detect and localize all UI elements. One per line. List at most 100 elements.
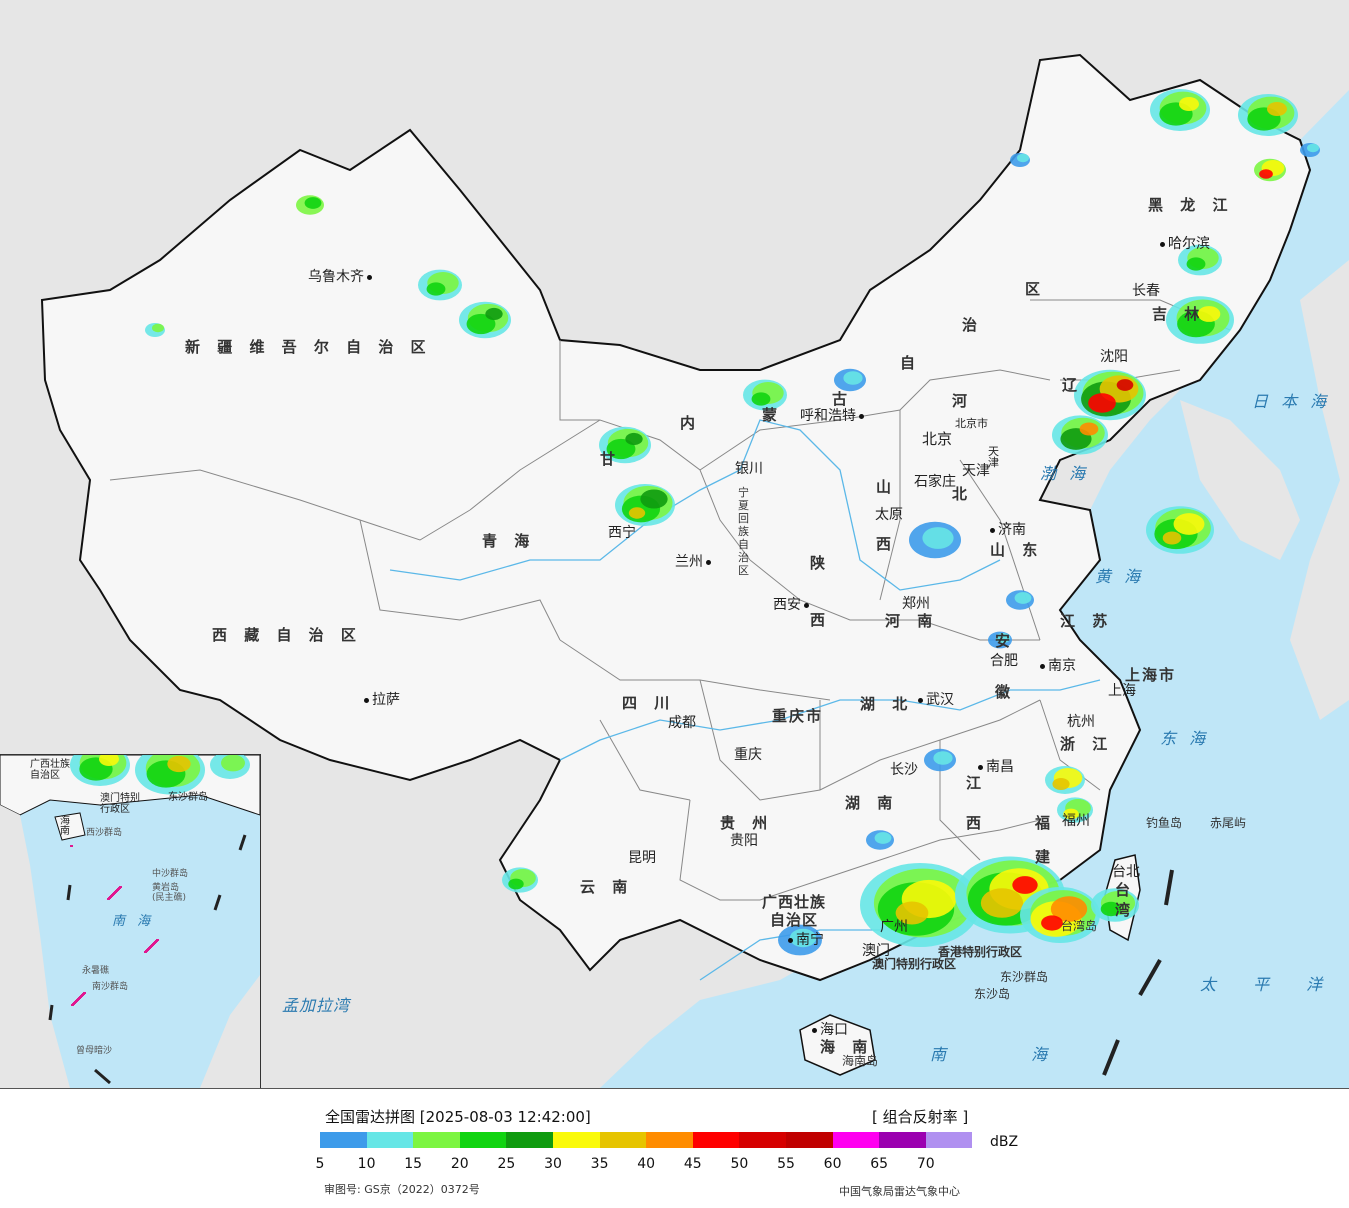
city-jinan: 济南 bbox=[990, 523, 1026, 537]
radar-echo-cell bbox=[1088, 393, 1116, 413]
radar-echo-cell bbox=[843, 371, 863, 385]
label-jiangxi-xi: 西 bbox=[966, 814, 988, 832]
map-title: 全国雷达拼图 [2025-08-03 12:42:00] bbox=[325, 1108, 591, 1126]
inset-label-nansha: 南沙群岛 bbox=[92, 982, 129, 992]
radar-echo-cell bbox=[508, 878, 524, 890]
city-xian: 西安 bbox=[773, 598, 809, 612]
radar-echo-cell bbox=[895, 901, 929, 925]
legend-tick-label: 50 bbox=[730, 1156, 749, 1172]
city-zhengzhou: 郑州 bbox=[902, 596, 930, 612]
legend-swatch bbox=[832, 1132, 880, 1148]
radar-echo-cell bbox=[640, 489, 668, 509]
label-neimeng-meng: 蒙 bbox=[762, 406, 784, 424]
island-dongsha-dao: 东沙岛 bbox=[974, 987, 1011, 1001]
product-type: [ 组合反射率 ] bbox=[872, 1108, 969, 1126]
radar-echo-cell bbox=[1197, 306, 1221, 322]
city-taiyuan: 太原 bbox=[875, 507, 903, 523]
label-neimeng-qu: 区 bbox=[1025, 280, 1047, 298]
inset-sea-south: 南 海 bbox=[112, 914, 155, 929]
label-ningxia: 宁夏回族自治区 bbox=[738, 486, 749, 577]
radar-echo-cell bbox=[426, 282, 446, 296]
maritime-boundary-dashes bbox=[1102, 869, 1174, 1076]
legend-swatch bbox=[879, 1132, 926, 1148]
legend-swatch bbox=[739, 1132, 786, 1148]
radar-echo-cell bbox=[221, 755, 245, 772]
label-hunan: 湖 南 bbox=[845, 794, 899, 812]
city-guiyang: 贵阳 bbox=[730, 833, 758, 849]
city-shenyang: 沈阳 bbox=[1100, 349, 1128, 365]
label-hebei-bei: 北 bbox=[952, 485, 974, 503]
legend-unit: dBZ bbox=[990, 1134, 1019, 1150]
label-guangxi: 广西壮族 自治区 bbox=[762, 893, 827, 929]
label-anhui-an: 安 bbox=[995, 632, 1017, 650]
radar-echo-cell bbox=[167, 755, 191, 773]
radar-echo-layer bbox=[145, 89, 1320, 956]
city-nanchang: 南昌 bbox=[978, 760, 1014, 774]
radar-echo-cell bbox=[1186, 257, 1206, 271]
radar-echo-cell bbox=[625, 432, 643, 446]
color-scale-bar bbox=[320, 1132, 973, 1148]
city-wuhan: 武汉 bbox=[918, 693, 954, 707]
label-liaoning: 辽 bbox=[1062, 376, 1084, 394]
label-fujian-jian: 建 bbox=[1035, 848, 1057, 866]
radar-echo-cell bbox=[1173, 513, 1205, 535]
island-dongsha-qundao: 东沙群岛 bbox=[1000, 970, 1049, 984]
inset-label-guangxi: 广西壮族 自治区 bbox=[30, 759, 70, 781]
city-hangzhou: 杭州 bbox=[1067, 714, 1095, 730]
city-lhasa: 拉萨 bbox=[364, 693, 400, 707]
label-shaanxi-shan: 陕 bbox=[810, 554, 832, 572]
inset-island-marker bbox=[83, 992, 86, 994]
inset-label-yongshu: 永暑礁 bbox=[82, 966, 110, 976]
legend-swatch bbox=[552, 1132, 600, 1148]
city-kunming: 昆明 bbox=[628, 850, 656, 866]
radar-echo-cell bbox=[1050, 896, 1088, 922]
radar-echo-cell bbox=[485, 307, 503, 321]
inset-echo-layer bbox=[70, 755, 250, 1006]
legend-swatch bbox=[320, 1132, 367, 1148]
radar-echo-cell bbox=[1079, 422, 1099, 436]
city-chongqing: 重庆 bbox=[734, 747, 762, 763]
legend-tick-label: 55 bbox=[777, 1156, 795, 1172]
japan-land bbox=[1290, 260, 1349, 720]
legend-tick-label: 40 bbox=[637, 1156, 656, 1172]
island-diaoyu: 钓鱼岛 bbox=[1146, 816, 1183, 830]
legend-swatch bbox=[459, 1132, 507, 1148]
radar-echo-cell bbox=[933, 751, 953, 765]
label-hubei: 湖 北 bbox=[860, 695, 914, 713]
agency-name: 中国气象局雷达气象中心 bbox=[839, 1185, 960, 1198]
inset-map bbox=[0, 755, 260, 1088]
label-hongkong: 香港特别行政区 bbox=[938, 945, 1023, 959]
city-taipei: 台北 bbox=[1112, 864, 1140, 880]
legend-tick-label: 5 bbox=[315, 1156, 325, 1172]
legend-swatch bbox=[506, 1132, 553, 1148]
island-chiwei: 赤尾屿 bbox=[1210, 816, 1247, 830]
review-number: 审图号: GS京（2022）0372号 bbox=[324, 1183, 480, 1196]
legend-tick-label: 30 bbox=[544, 1156, 562, 1172]
radar-echo-cell bbox=[1267, 102, 1287, 116]
radar-echo-cell bbox=[1162, 531, 1182, 545]
label-guizhou: 贵 州 bbox=[720, 814, 774, 832]
city-beijing: 北京 bbox=[922, 430, 953, 448]
radar-echo-cell bbox=[99, 755, 119, 766]
radar-echo-cell bbox=[1017, 153, 1029, 163]
city-changchun: 长春 bbox=[1132, 283, 1160, 299]
legend-tick-label: 45 bbox=[683, 1156, 702, 1172]
inset-island-marker bbox=[119, 886, 122, 888]
inset-island-marker bbox=[70, 845, 73, 847]
inset-label-xisha: 西沙群岛 bbox=[86, 828, 123, 838]
radar-echo-cell bbox=[1063, 808, 1079, 820]
label-zhejiang: 浙 江 bbox=[1060, 735, 1114, 753]
city-urumqi: 乌鲁木齐 bbox=[308, 270, 372, 284]
radar-echo-cell bbox=[1259, 169, 1273, 179]
radar-echo-cell bbox=[1100, 901, 1122, 917]
city-chengdu: 成都 bbox=[668, 715, 696, 731]
city-harbin: 哈尔滨 bbox=[1160, 237, 1210, 251]
legend-tick-label: 70 bbox=[916, 1156, 935, 1172]
radar-echo-cell bbox=[1116, 379, 1134, 391]
radar-echo-cell bbox=[980, 888, 1024, 918]
inset-island-marker bbox=[156, 939, 159, 941]
radar-echo-cell bbox=[995, 632, 1011, 644]
inset-label-dongsha: 东沙群岛 bbox=[168, 792, 208, 803]
legend-tick-label: 15 bbox=[404, 1156, 423, 1172]
radar-echo-cell bbox=[466, 313, 496, 335]
